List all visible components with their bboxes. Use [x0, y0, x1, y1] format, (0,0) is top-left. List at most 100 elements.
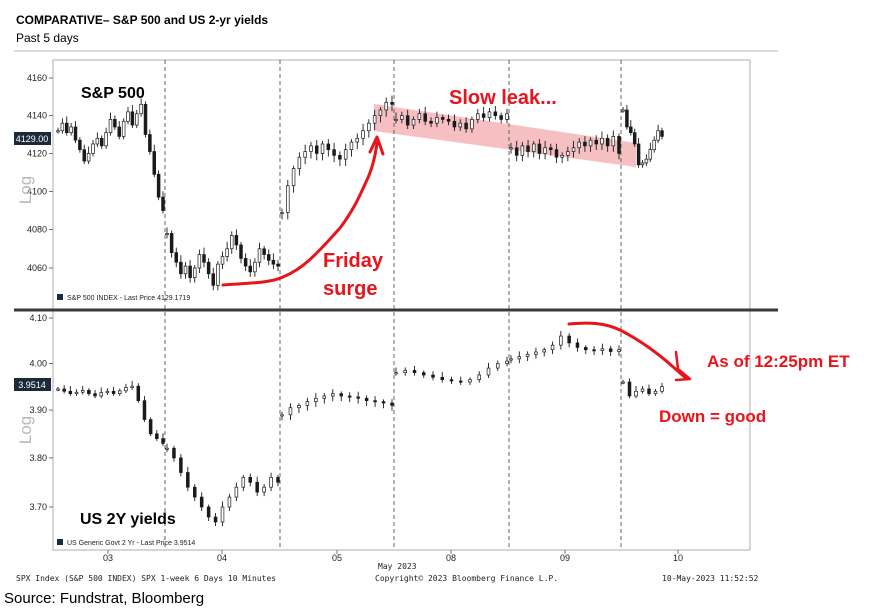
candle	[56, 127, 60, 134]
candle	[161, 433, 165, 446]
candle	[297, 152, 302, 176]
candle	[152, 144, 157, 178]
x-tick-label: 03	[103, 553, 113, 563]
spx-legend: S&P 500 INDEX - Last Price 4129.1719	[67, 295, 190, 302]
candle	[412, 365, 417, 376]
candle	[594, 135, 599, 150]
candle	[305, 397, 310, 411]
x-tick-label: 09	[560, 553, 570, 563]
candle	[136, 383, 141, 403]
candle	[183, 262, 188, 279]
candle	[632, 128, 637, 147]
candle	[493, 105, 498, 120]
spx-panel-frame	[52, 59, 751, 311]
candle	[634, 386, 638, 399]
candle	[271, 253, 276, 270]
candle	[608, 345, 613, 356]
candle	[303, 144, 307, 165]
candle	[104, 127, 108, 149]
candle	[653, 389, 658, 396]
slow-leak-label: Slow leak...	[449, 87, 557, 109]
candle	[186, 467, 190, 492]
candle	[139, 98, 143, 117]
candle	[220, 251, 225, 270]
candle	[322, 392, 327, 404]
candle	[554, 143, 559, 164]
candle	[108, 112, 113, 136]
candle	[349, 139, 354, 157]
candle	[326, 139, 331, 157]
yield-down-arrow	[567, 321, 688, 380]
candle	[600, 131, 604, 150]
x-tick-label: 08	[446, 553, 456, 563]
y-tick-label: 4080	[27, 225, 47, 235]
candle	[411, 116, 416, 129]
candle	[169, 230, 174, 258]
yield-last-badge	[14, 378, 51, 391]
candle	[68, 386, 73, 396]
candle	[280, 208, 284, 220]
candle	[378, 107, 383, 123]
yield-legend: US Generic Govt 2 Yr - Last Price 3.9514	[67, 540, 195, 547]
candle	[206, 504, 211, 521]
candle	[118, 388, 122, 396]
candle	[255, 476, 259, 497]
candle	[566, 146, 570, 162]
candle	[531, 141, 536, 158]
candle	[517, 351, 522, 364]
candle	[384, 97, 388, 117]
candle	[390, 399, 394, 411]
candle	[440, 372, 445, 383]
x-tick-label: 05	[332, 553, 342, 563]
spx-last-value: 4129.00	[16, 134, 49, 144]
candle	[193, 484, 197, 502]
candle	[537, 139, 542, 160]
candle	[486, 362, 491, 378]
candle	[314, 393, 318, 407]
y-tick-label: 3.70	[29, 502, 47, 512]
candle	[121, 118, 126, 140]
candle	[514, 140, 519, 162]
candle	[400, 111, 404, 124]
x-tick-label: 04	[217, 553, 227, 563]
candle	[248, 473, 253, 487]
yield-panel-label: US 2Y yields	[80, 511, 176, 528]
candle	[276, 475, 280, 487]
candle	[660, 382, 664, 394]
y-tick-label: 3.90	[29, 405, 47, 415]
candle	[165, 227, 169, 239]
candle	[64, 116, 69, 136]
candle	[496, 360, 500, 372]
candle	[213, 512, 218, 527]
candle	[364, 395, 369, 406]
candle	[367, 119, 371, 138]
candle	[148, 129, 152, 155]
candle	[449, 376, 454, 385]
candle	[174, 247, 179, 268]
candle	[621, 107, 625, 113]
candle	[291, 165, 296, 193]
candle	[211, 267, 216, 291]
candle	[468, 377, 472, 385]
candle	[148, 417, 153, 437]
candle	[361, 123, 365, 146]
candle	[179, 454, 183, 477]
candle	[80, 385, 85, 395]
candle	[381, 399, 386, 409]
yield-last-value: 3.9514	[18, 380, 46, 390]
footer-center: Copyright© 2023 Bloomberg Finance L.P.	[375, 574, 558, 583]
candle	[314, 139, 319, 161]
candle	[297, 403, 301, 414]
candle	[105, 388, 110, 395]
candle	[78, 137, 82, 153]
candle	[560, 152, 564, 164]
candle	[99, 387, 103, 399]
candle	[269, 472, 273, 492]
candle	[331, 389, 335, 402]
candle	[567, 333, 571, 348]
candle	[625, 105, 629, 130]
candle	[487, 107, 492, 122]
candle	[216, 261, 220, 291]
candle	[60, 118, 65, 134]
candle	[627, 378, 632, 399]
